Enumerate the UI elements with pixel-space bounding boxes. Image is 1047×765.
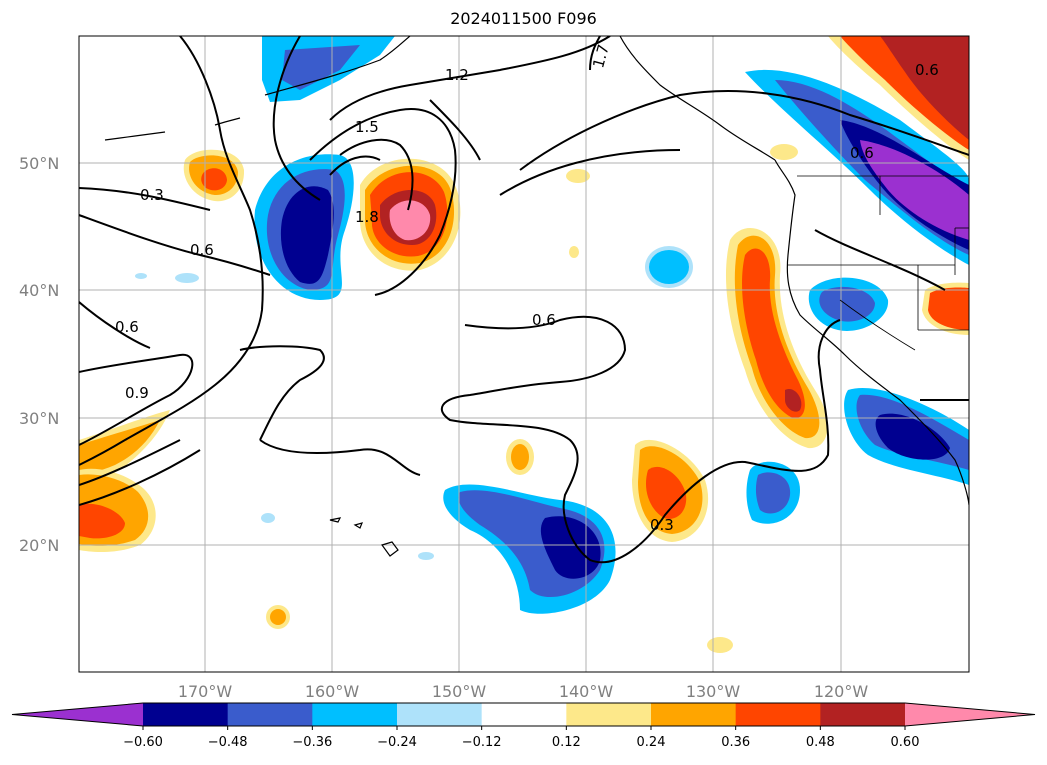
map-frame (78, 35, 970, 673)
colorbar-tick-label: −0.36 (292, 735, 332, 750)
contour-label-0-9: 0.9 (125, 384, 149, 402)
colorbar-tick-label: −0.24 (377, 735, 417, 750)
contour-label-0-3-south: 0.3 (650, 516, 674, 534)
lon-label-120w: 120°W (814, 682, 869, 701)
lon-label-140w: 140°W (559, 682, 614, 701)
lat-label-20n: 20°N (19, 536, 59, 555)
colorbar-segment (481, 703, 567, 726)
colorbar-segment (143, 703, 229, 726)
colorbar-segment (566, 703, 652, 726)
colorbar-tick-label: 0.60 (891, 735, 920, 750)
colorbar-tick-label: −0.12 (462, 735, 502, 750)
colorbar-segment (312, 703, 398, 726)
graticule (79, 36, 969, 672)
lon-label-160w: 160°W (305, 682, 360, 701)
colorbar-segment (227, 703, 313, 726)
colorbar-tick-label: −0.60 (123, 735, 163, 750)
contour-label-1-5: 1.5 (355, 118, 379, 136)
contour-label-1-8: 1.8 (355, 208, 379, 226)
colorbar-tick-label: 0.48 (806, 735, 835, 750)
contour-label-0-6-ne2: 0.6 (850, 144, 874, 162)
longitude-labels: 170°W 160°W 150°W 140°W 130°W 120°W (178, 682, 869, 701)
lat-label-50n: 50°N (19, 154, 59, 173)
colorbar-segment (735, 703, 821, 726)
lat-label-30n: 30°N (19, 409, 59, 428)
colorbar: −0.60 −0.48 −0.36 −0.24 −0.12 0.12 0.24 0.36 0.4… (11, 702, 1036, 750)
lat-label-40n: 40°N (19, 281, 59, 300)
colorbar-extend-max (905, 703, 1035, 726)
colorbar-segment (397, 703, 483, 726)
lon-label-150w: 150°W (432, 682, 487, 701)
colorbar-extend-min (12, 703, 143, 726)
colorbar-tick-label: 0.24 (637, 735, 666, 750)
contour-label-0-6-far-west: 0.6 (115, 318, 139, 336)
negative-anomaly-regions (135, 36, 969, 614)
colorbar-tick-label: −0.48 (208, 735, 248, 750)
contour-label-0-6-central: 0.6 (532, 311, 556, 329)
colorbar-segment (820, 703, 906, 726)
contour-label-0-3-west: 0.3 (140, 186, 164, 204)
lon-label-170w: 170°W (178, 682, 233, 701)
latitude-labels: 50°N 40°N 30°N 20°N (19, 154, 59, 555)
colorbar-segment (651, 703, 737, 726)
map-title: 2024011500 F096 (450, 9, 597, 28)
contour-label-0-6-ne: 0.6 (915, 61, 939, 79)
contour-label-1-2: 1.2 (445, 66, 469, 84)
contour-lines (79, 36, 969, 564)
contour-label-1-7: 1.7 (589, 42, 613, 70)
contour-label-0-6-west: 0.6 (190, 241, 214, 259)
colorbar-tick-label: 0.12 (552, 735, 581, 750)
lon-label-130w: 130°W (686, 682, 741, 701)
contour-labels: 1.2 1.5 1.8 1.7 0.3 0.6 0.6 0.9 0.6 0.3 … (115, 42, 939, 534)
colorbar-tick-label: 0.36 (721, 735, 750, 750)
positive-anomaly-regions (79, 36, 969, 653)
